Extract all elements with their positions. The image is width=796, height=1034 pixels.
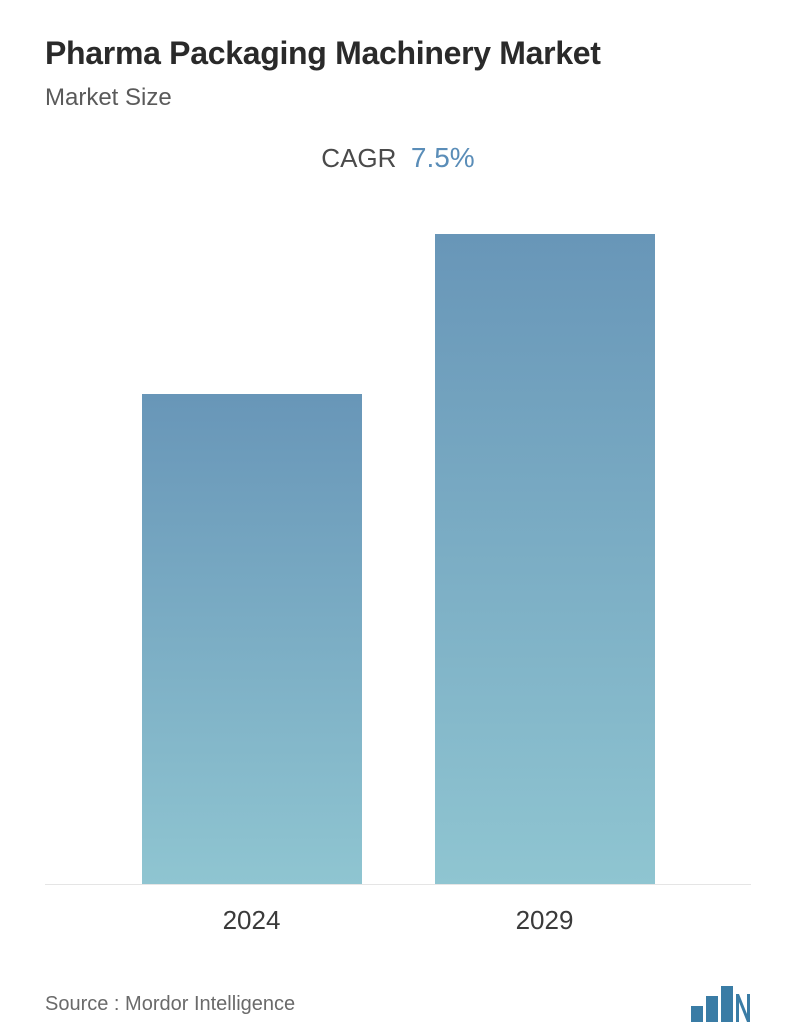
chart-subtitle: Market Size bbox=[45, 84, 751, 112]
cagr-label: CAGR bbox=[321, 143, 396, 173]
chart-container: Pharma Packaging Machinery Market Market… bbox=[0, 0, 796, 1034]
year-labels-row: 2024 2029 bbox=[45, 885, 751, 936]
year-label-0: 2024 bbox=[142, 905, 362, 936]
cagr-row: CAGR 7.5% bbox=[45, 142, 751, 174]
bar-1 bbox=[435, 234, 655, 884]
bar-wrapper-0 bbox=[142, 394, 362, 884]
footer-row: Source : Mordor Intelligence bbox=[45, 936, 751, 1032]
bar-0 bbox=[142, 394, 362, 884]
brand-logo bbox=[691, 986, 751, 1022]
bar-wrapper-1 bbox=[435, 234, 655, 884]
source-text: Source : Mordor Intelligence bbox=[45, 993, 295, 1016]
cagr-value: 7.5% bbox=[411, 142, 475, 173]
logo-icon bbox=[691, 986, 751, 1022]
year-label-1: 2029 bbox=[435, 905, 655, 936]
chart-area bbox=[45, 214, 751, 885]
chart-title: Pharma Packaging Machinery Market bbox=[45, 35, 751, 72]
